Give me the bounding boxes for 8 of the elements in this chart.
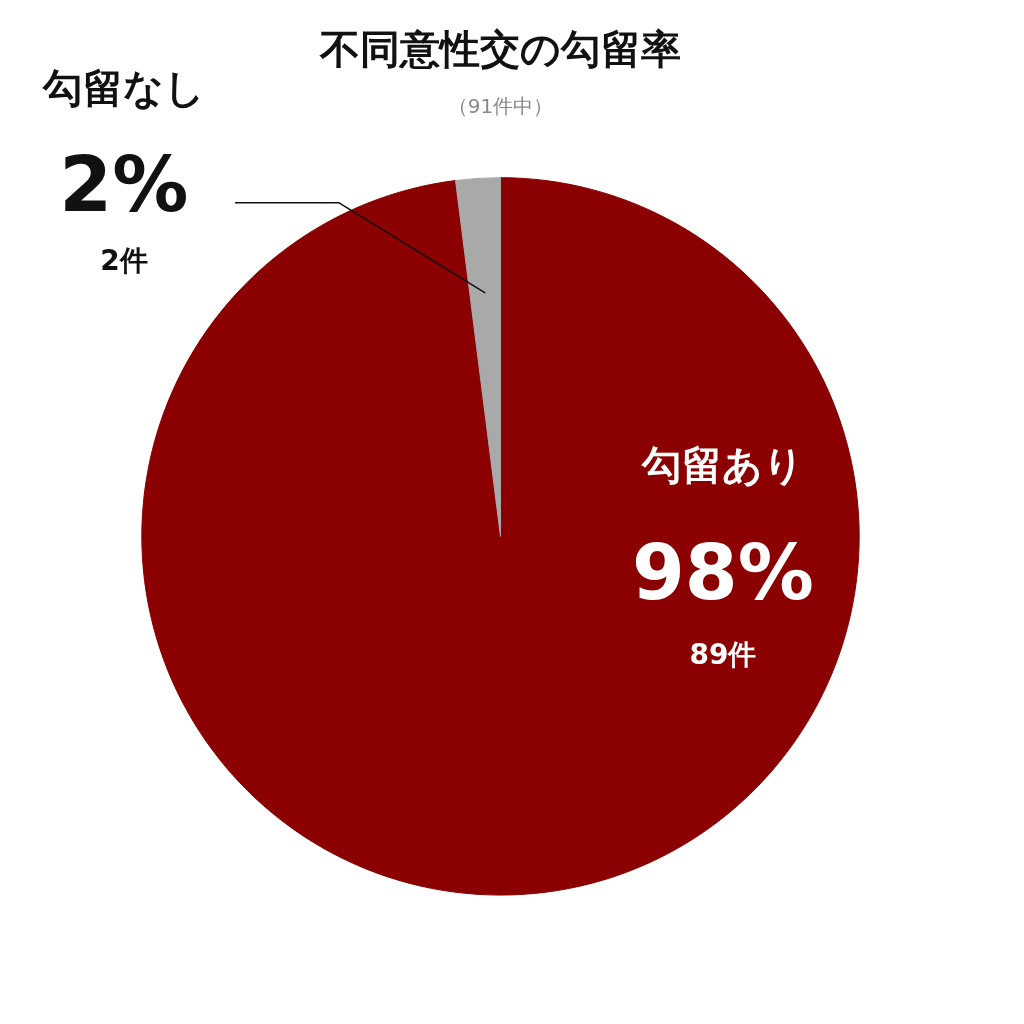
chart-title: 不同意性交の勾留率	[319, 25, 681, 72]
text: 2件	[100, 243, 148, 277]
slice-label: 勾留あり	[640, 441, 804, 488]
text: 89件	[689, 638, 757, 672]
data-label: 2%	[59, 140, 189, 230]
data-label: 98%	[631, 527, 814, 617]
text: （91件中）	[447, 93, 554, 118]
slice-label: 勾留なし	[41, 65, 205, 111]
